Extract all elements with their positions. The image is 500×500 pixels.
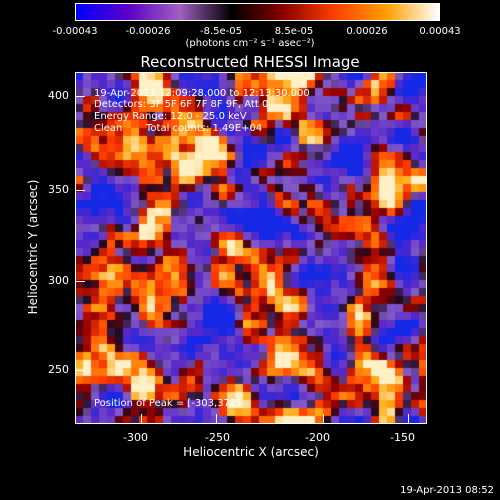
- y-axis-label: Heliocentric Y (arcsec): [26, 179, 40, 315]
- x-axis-label: Heliocentric X (arcsec): [183, 445, 319, 459]
- rhessi-image: [75, 72, 427, 424]
- colorbar: [75, 3, 440, 21]
- colorbar-tick: 0.00026: [346, 26, 388, 37]
- y-tick-label: 400: [48, 89, 69, 102]
- x-tick-label: -250: [205, 431, 230, 444]
- time-range-text: 19-Apr-2013 12:09:28.000 to 12:13:30.000: [94, 88, 310, 99]
- method-text: Clean: [94, 123, 123, 134]
- y-tick-label: 300: [48, 274, 69, 287]
- colorbar-tick: -8.5e-05: [200, 26, 242, 37]
- timestamp: 19-Apr-2013 08:52: [400, 485, 494, 496]
- x-tick-label: -300: [123, 431, 148, 444]
- x-tick-label: -150: [390, 431, 415, 444]
- colorbar-tick: -0.00026: [125, 26, 171, 37]
- colorbar-tick: 8.5e-05: [274, 26, 314, 37]
- peak-position-text: Position of Peak = [-303,372]: [94, 398, 241, 409]
- x-tick: [408, 414, 409, 424]
- detectors-text: Detectors: 3F 5F 6F 7F 8F 9F, Att 0: [94, 99, 269, 110]
- x-tick: [323, 414, 324, 424]
- colorbar-units: (photons cm⁻² s⁻¹ asec⁻²): [185, 38, 315, 49]
- y-tick: [75, 96, 85, 97]
- energy-range-text: Energy Range: 12.0 - 25.0 keV: [94, 111, 247, 122]
- y-tick: [75, 281, 85, 282]
- colorbar-tick: 0.00043: [419, 26, 461, 37]
- page-title: Reconstructed RHESSI Image: [140, 53, 360, 71]
- x-tick: [216, 414, 217, 424]
- x-tick: [141, 414, 142, 424]
- y-tick-label: 350: [48, 183, 69, 196]
- y-tick-label: 250: [48, 363, 69, 376]
- y-tick: [75, 190, 85, 191]
- total-counts-text: Total counts: 1.49E+04: [146, 123, 263, 134]
- y-tick: [75, 370, 85, 371]
- x-tick-label: -200: [305, 431, 330, 444]
- colorbar-tick: -0.00043: [52, 26, 98, 37]
